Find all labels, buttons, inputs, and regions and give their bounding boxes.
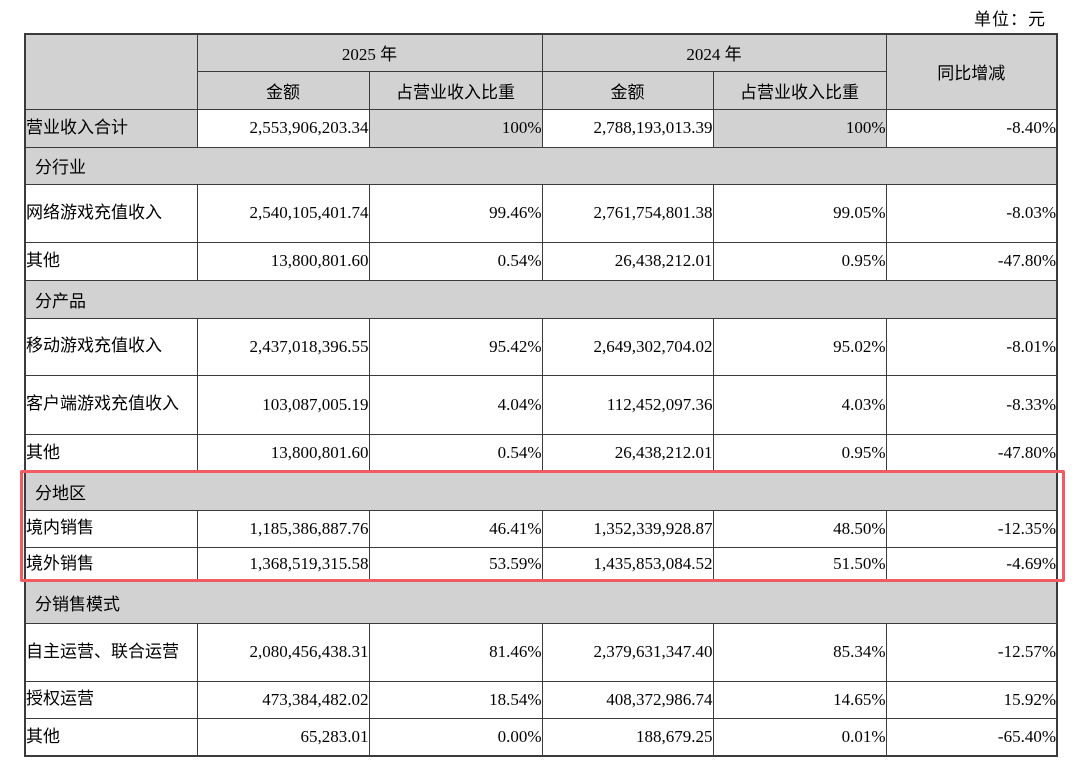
cell-yoy: 15.92% [885,680,1058,719]
cell-share-2024: 51.50% [712,546,887,582]
unit-label: 单位：元 [974,10,1046,29]
cell-share-2025: 100% [368,108,543,148]
cell-share-2024: 14.65% [712,680,887,719]
cell-yoy: -65.40% [885,717,1058,757]
cell-share-2024: 85.34% [712,622,887,682]
cell-amount-2025: 65,283.01 [196,717,370,757]
cell-amount-2024: 112,452,097.36 [541,374,714,435]
cell-share-2025: 46.41% [368,509,543,548]
cell-share-2024: 99.05% [712,183,887,243]
row-label: 网络游戏充值收入 [24,183,198,243]
section-label: 分地区 [24,471,1058,511]
row-mobile-game-recharge: 移动游戏充值收入 2,437,018,396.55 95.42% 2,649,3… [24,317,1058,376]
cell-share-2024: 95.02% [712,317,887,376]
row-label: 其他 [24,717,198,757]
cell-amount-2025: 13,800,801.60 [196,433,370,473]
header-share-2024: 占营业收入比重 [712,70,887,110]
cell-share-2024: 0.95% [712,241,887,281]
cell-yoy: -4.69% [885,546,1058,582]
cell-yoy: -12.35% [885,509,1058,548]
section-label: 分产品 [24,279,1058,319]
row-other-industry: 其他 13,800,801.60 0.54% 26,438,212.01 0.9… [24,241,1058,281]
cell-yoy: -8.03% [885,183,1058,243]
cell-yoy: -47.80% [885,433,1058,473]
section-label: 分销售模式 [24,580,1058,624]
cell-yoy: -8.33% [885,374,1058,435]
cell-amount-2024: 2,788,193,013.39 [541,108,714,148]
cell-share-2025: 0.54% [368,241,543,281]
cell-share-2025: 81.46% [368,622,543,682]
row-other-product: 其他 13,800,801.60 0.54% 26,438,212.01 0.9… [24,433,1058,473]
row-label: 移动游戏充值收入 [24,317,198,376]
row-total-revenue: 营业收入合计 2,553,906,203.34 100% 2,788,193,0… [24,108,1058,148]
row-label: 自主运营、联合运营 [24,622,198,682]
cell-share-2024: 48.50% [712,509,887,548]
cell-share-2024: 0.95% [712,433,887,473]
row-section-sales-mode: 分销售模式 [24,580,1058,624]
cell-amount-2024: 1,352,339,928.87 [541,509,714,548]
row-domestic-sales: 境内销售 1,185,386,887.76 46.41% 1,352,339,9… [24,509,1058,548]
row-self-joint-operation: 自主运营、联合运营 2,080,456,438.31 81.46% 2,379,… [24,622,1058,682]
cell-amount-2025: 2,540,105,401.74 [196,183,370,243]
row-section-product: 分产品 [24,279,1058,319]
cell-amount-2025: 2,080,456,438.31 [196,622,370,682]
cell-share-2024: 0.01% [712,717,887,757]
row-section-industry: 分行业 [24,146,1058,185]
cell-amount-2025: 2,553,906,203.34 [196,108,370,148]
cell-share-2025: 4.04% [368,374,543,435]
cell-yoy: -47.80% [885,241,1058,281]
cell-share-2025: 0.00% [368,717,543,757]
cell-amount-2025: 1,185,386,887.76 [196,509,370,548]
row-label: 授权运营 [24,680,198,719]
cell-amount-2025: 2,437,018,396.55 [196,317,370,376]
header-row-years: 2025 年 2024 年 同比增减 [24,33,1058,110]
cell-share-2024: 100% [712,108,887,148]
cell-amount-2024: 188,679.25 [541,717,714,757]
row-label: 境内销售 [24,509,198,548]
cell-amount-2024: 408,372,986.74 [541,680,714,719]
cell-amount-2024: 2,761,754,801.38 [541,183,714,243]
row-label: 客户端游戏充值收入 [24,374,198,435]
cell-share-2024: 4.03% [712,374,887,435]
cell-yoy: -12.57% [885,622,1058,682]
row-label: 境外销售 [24,546,198,582]
cell-share-2025: 18.54% [368,680,543,719]
row-label: 其他 [24,433,198,473]
section-label: 分行业 [24,146,1058,185]
cell-share-2025: 0.54% [368,433,543,473]
header-row-measures: 金额 占营业收入比重 金额 占营业收入比重 [25,70,1057,110]
header-amount-2025: 金额 [196,70,370,110]
row-label: 营业收入合计 [24,108,198,148]
row-overseas-sales: 境外销售 1,368,519,315.58 53.59% 1,435,853,0… [24,546,1058,582]
cell-amount-2024: 26,438,212.01 [541,433,714,473]
cell-amount-2025: 13,800,801.60 [196,241,370,281]
header-year-2025: 2025 年 [196,33,543,72]
row-client-game-recharge: 客户端游戏充值收入 103,087,005.19 4.04% 112,452,0… [24,374,1058,435]
cell-amount-2024: 2,649,302,704.02 [541,317,714,376]
row-licensed-operation: 授权运营 473,384,482.02 18.54% 408,372,986.7… [24,680,1058,719]
header-cell-empty [24,33,198,110]
row-section-region: 分地区 [24,471,1058,511]
row-other-sales-mode: 其他 65,283.01 0.00% 188,679.25 0.01% -65.… [24,717,1058,757]
header-year-2024: 2024 年 [541,33,887,72]
cell-amount-2024: 2,379,631,347.40 [541,622,714,682]
cell-amount-2025: 473,384,482.02 [196,680,370,719]
cell-amount-2024: 26,438,212.01 [541,241,714,281]
cell-amount-2025: 103,087,005.19 [196,374,370,435]
row-online-game-recharge: 网络游戏充值收入 2,540,105,401.74 99.46% 2,761,7… [24,183,1058,243]
header-yoy: 同比增减 [885,33,1058,110]
cell-share-2025: 95.42% [368,317,543,376]
cell-amount-2024: 1,435,853,084.52 [541,546,714,582]
revenue-breakdown-table: 2025 年 2024 年 同比增减 金额 占营业收入比重 金额 占营业收入比重… [24,33,1058,757]
header-amount-2024: 金额 [541,70,714,110]
cell-yoy: -8.01% [885,317,1058,376]
cell-amount-2025: 1,368,519,315.58 [196,546,370,582]
cell-share-2025: 99.46% [368,183,543,243]
row-label: 其他 [24,241,198,281]
cell-share-2025: 53.59% [368,546,543,582]
cell-yoy: -8.40% [885,108,1058,148]
header-share-2025: 占营业收入比重 [368,70,543,110]
